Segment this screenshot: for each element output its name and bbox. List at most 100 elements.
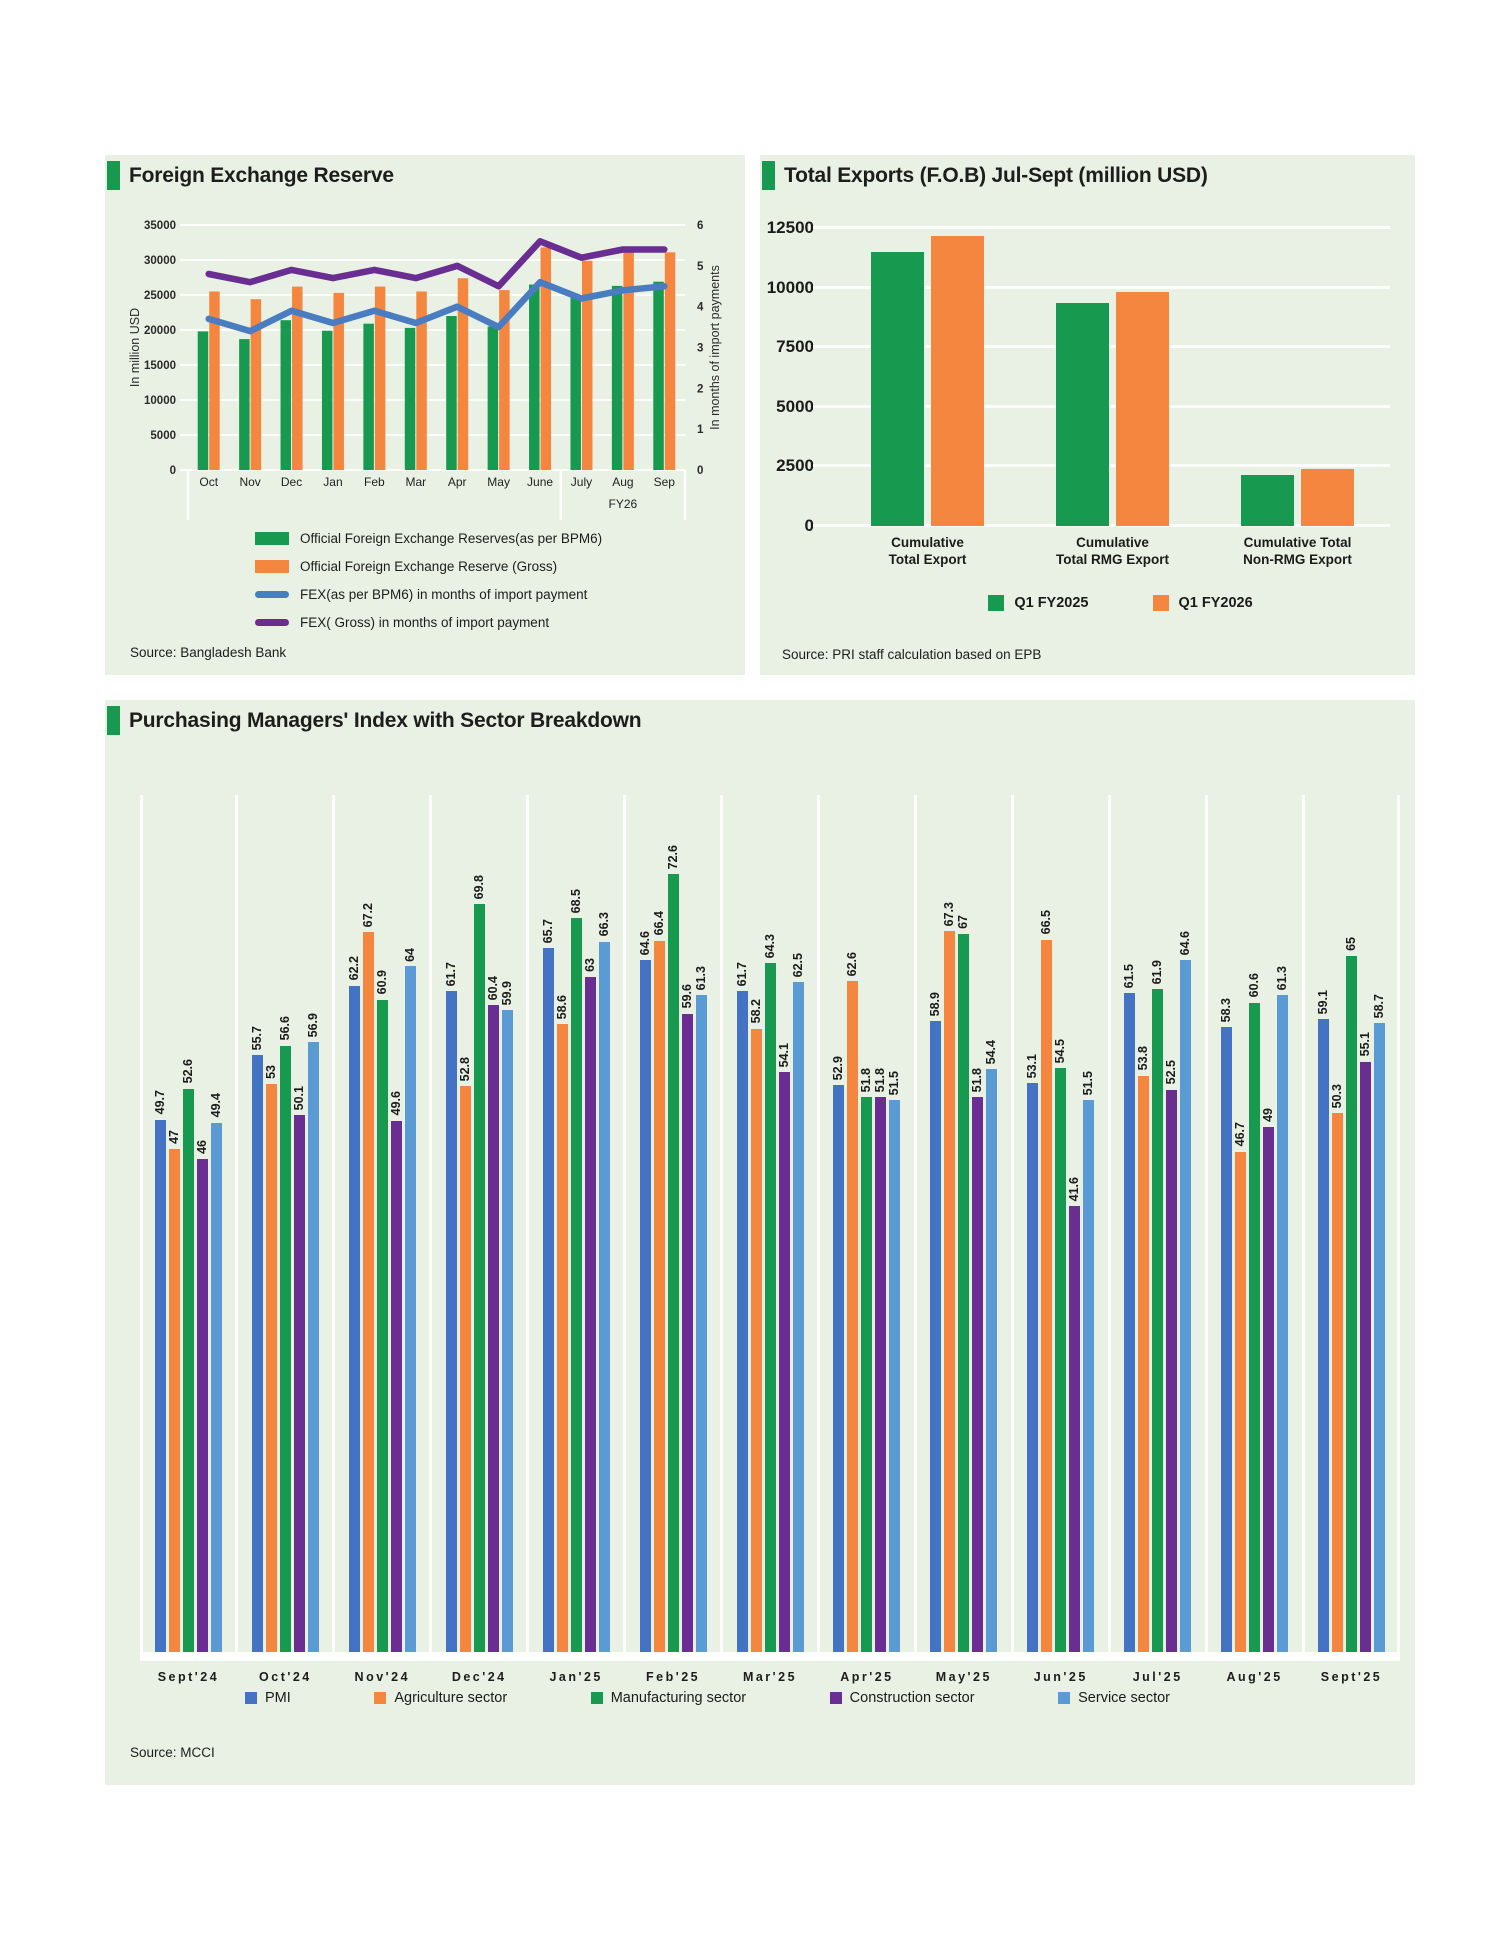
bar <box>764 963 776 1652</box>
pmi-source: Source: MCCI <box>130 1745 215 1760</box>
bar-value-label: 64.3 <box>762 933 777 959</box>
fx-line <box>205 238 668 290</box>
bar-value-label: 67 <box>956 915 971 930</box>
bar <box>736 991 748 1652</box>
gridline <box>813 226 1390 229</box>
fx-bar <box>197 331 209 470</box>
fx-bar <box>363 323 374 470</box>
bar <box>667 874 679 1652</box>
y-tick-label: 2500 <box>776 456 814 476</box>
bar <box>1069 1206 1081 1652</box>
bar-value-label: 69.8 <box>471 874 486 900</box>
pmi-chart: 49.7 47 52.6 46 49.4 55.7 53 56.6 50.1 56.9 62.2 67… <box>140 795 1400 1652</box>
group-separator <box>332 795 336 1652</box>
x-axis-label: Nov <box>239 475 260 489</box>
bar-value-label: 66.4 <box>651 911 666 936</box>
bar-value-label: 72.6 <box>665 844 680 870</box>
bar-value-label: 53.8 <box>1136 1046 1151 1071</box>
exports-legend: Q1 FY2025 Q1 FY2026 <box>793 595 1448 611</box>
legend-label: Official Foreign Exchange Reserve (Gross… <box>300 559 558 574</box>
title-accent-bar <box>762 161 775 190</box>
right-axis-tick: 3 <box>697 343 703 355</box>
bar-value-label: 49.4 <box>208 1093 223 1118</box>
fx-bar <box>664 252 676 470</box>
bar-value-label: 49.7 <box>152 1090 167 1115</box>
pmi-panel-title: Purchasing Managers' Index with Sector B… <box>129 708 642 732</box>
legend-swatch <box>255 560 289 573</box>
fx-bar <box>570 296 581 470</box>
bar-value-label: 50.1 <box>291 1085 306 1111</box>
fx-bar <box>623 250 634 470</box>
group-separator <box>1397 795 1400 1652</box>
pmi-panel: Purchasing Managers' Index with Sector B… <box>105 700 1415 1785</box>
fx-panel-title: Foreign Exchange Reserve <box>129 163 394 187</box>
bar <box>1241 474 1294 526</box>
exports-panel-title: Total Exports (F.O.B) Jul-Sept (million … <box>784 163 1208 187</box>
bar-value-label: 62.2 <box>346 956 361 981</box>
bar <box>598 941 610 1652</box>
legend-item: Official Foreign Exchange Reserves(as pe… <box>255 529 602 548</box>
x-axis-label: June <box>527 475 553 489</box>
y-tick-label: 0 <box>804 516 814 535</box>
category-label-line: Cumulative <box>891 535 964 550</box>
group-separator <box>140 795 143 1652</box>
x-axis-label: Sep <box>654 475 676 489</box>
bar <box>293 1115 305 1652</box>
left-axis-title: In million USD <box>128 308 142 387</box>
y-tick-label: 12500 <box>766 218 814 237</box>
category-label-line: Cumulative <box>1076 535 1149 550</box>
right-axis-tick: 1 <box>697 424 704 436</box>
bar <box>542 948 554 1652</box>
fx-source: Source: Bangladesh Bank <box>130 645 287 660</box>
bar <box>639 959 651 1652</box>
bar <box>1277 995 1289 1652</box>
x-axis-label: Apr'25 <box>840 1670 894 1684</box>
bar <box>1180 959 1192 1652</box>
bar <box>889 1100 901 1652</box>
x-axis-label: Feb'25 <box>646 1670 701 1684</box>
bar <box>695 995 707 1652</box>
legend-swatch <box>245 1692 257 1704</box>
legend-line-swatch <box>255 619 289 626</box>
right-axis-title: In months of import payments <box>708 265 722 430</box>
fx-bar <box>499 290 510 470</box>
legend-swatch <box>374 1692 387 1704</box>
exports-plot-area <box>813 226 1390 527</box>
bar-value-label: 50.3 <box>1330 1083 1345 1109</box>
bar-value-label: 49 <box>1261 1108 1276 1123</box>
fx-bar <box>404 327 416 470</box>
bar <box>681 1013 693 1652</box>
left-axis-tick: 35000 <box>144 220 176 232</box>
legend-item: PMI <box>245 1690 291 1706</box>
bar-value-label: 66.5 <box>1039 910 1054 935</box>
bar-value-label: 62.5 <box>790 953 805 978</box>
group-separator <box>1010 795 1014 1652</box>
legend-swatch <box>1058 1692 1071 1704</box>
bar-group <box>1020 228 1205 526</box>
x-axis-label: Jun'25 <box>1033 1670 1088 1684</box>
bar <box>570 918 582 1652</box>
fiscal-year-group-label: FY26 <box>609 497 638 511</box>
legend-label: PMI <box>265 1690 291 1706</box>
bar-value-label: 67.2 <box>360 902 375 928</box>
pmi-axis-band <box>140 1652 1400 1661</box>
bar <box>875 1097 887 1652</box>
bar-value-label: 51.5 <box>1081 1070 1096 1096</box>
bar <box>1221 1027 1233 1652</box>
right-axis-tick: 4 <box>697 302 704 314</box>
right-axis-tick: 6 <box>697 220 703 232</box>
bar <box>986 1069 998 1652</box>
bar-value-label: 65.7 <box>540 918 555 944</box>
bar-value-label: 61.7 <box>734 961 749 987</box>
legend-swatch <box>988 595 1005 611</box>
y-tick-label: 5000 <box>776 396 814 416</box>
category-label: Cumulative Total Non-RMG Export <box>1205 534 1390 568</box>
bar <box>182 1088 194 1652</box>
bar <box>1301 468 1354 526</box>
legend-label: Manufacturing sector <box>610 1690 747 1706</box>
legend-item: FEX( Gross) in months of import payment <box>255 613 602 632</box>
bar-value-label: 58.7 <box>1372 993 1387 1019</box>
bar-value-label: 52.6 <box>180 1059 195 1084</box>
right-axis-tick: 0 <box>697 465 703 477</box>
bar-value-label: 53 <box>263 1065 278 1080</box>
